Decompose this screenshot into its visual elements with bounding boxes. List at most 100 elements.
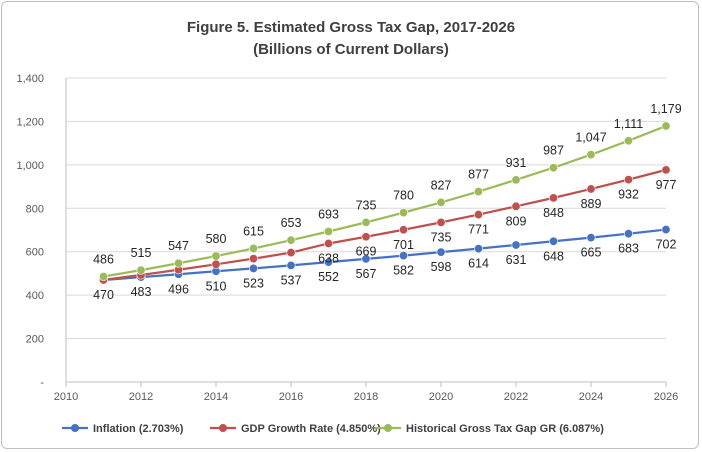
data-label: 683 <box>618 242 639 256</box>
data-label: 614 <box>468 257 489 271</box>
data-point <box>586 233 596 243</box>
data-point <box>211 259 221 269</box>
data-label: 631 <box>506 253 527 267</box>
axes: - 200 400 600 800 1,000 1,200 1,400 2010 2012 2014… <box>16 73 678 403</box>
data-point <box>473 210 483 220</box>
data-label: 552 <box>318 270 339 284</box>
y-tick-label: 800 <box>26 203 44 215</box>
data-label: 931 <box>506 156 527 170</box>
legend-label: GDP Growth Rate (4.850%) <box>241 423 381 435</box>
data-point <box>548 236 558 246</box>
legend-label: Inflation (2.703%) <box>93 423 184 435</box>
data-label: 987 <box>543 144 564 158</box>
series-line-2 <box>103 168 667 282</box>
data-point <box>661 225 671 235</box>
data-point <box>286 248 296 258</box>
data-label: 977 <box>656 178 677 192</box>
data-point <box>211 251 221 261</box>
y-tick-label: 1,200 <box>16 116 44 128</box>
data-label: 580 <box>206 232 227 246</box>
data-point <box>586 150 596 160</box>
data-label: 470 <box>93 288 114 302</box>
data-label: 648 <box>543 249 564 263</box>
data-point <box>361 254 371 264</box>
x-tick-label: 2020 <box>429 391 453 403</box>
data-point <box>661 165 671 175</box>
x-tick-label: 2022 <box>504 391 528 403</box>
x-tick-label: 2010 <box>54 391 78 403</box>
y-tick-label: 600 <box>26 247 44 259</box>
data-point <box>249 254 259 264</box>
data-point <box>511 201 521 211</box>
data-point <box>323 227 333 237</box>
data-point <box>436 247 446 257</box>
data-point <box>473 187 483 197</box>
data-label: 483 <box>131 285 152 299</box>
data-label: 567 <box>356 267 377 281</box>
x-tick-label: 2012 <box>129 391 153 403</box>
data-label: 702 <box>656 238 677 252</box>
data-label: 496 <box>168 282 189 296</box>
data-label: 653 <box>281 216 302 230</box>
data-label: 582 <box>393 264 414 278</box>
data-label: 701 <box>393 238 414 252</box>
series-line-1 <box>103 228 667 282</box>
data-label: 889 <box>581 197 602 211</box>
data-point <box>361 217 371 227</box>
data-label: 780 <box>393 189 414 203</box>
data-point <box>398 225 408 235</box>
data-point <box>623 229 633 239</box>
data-point <box>623 136 633 146</box>
data-point <box>398 251 408 261</box>
gridlines <box>66 77 666 340</box>
data-label: 515 <box>131 246 152 260</box>
y-tick-label: 200 <box>26 334 44 346</box>
data-point <box>286 235 296 245</box>
y-tick-label: 1,400 <box>16 73 44 85</box>
data-point <box>436 197 446 207</box>
data-point <box>249 243 259 253</box>
data-label: 537 <box>281 273 302 287</box>
data-label: 486 <box>93 252 114 266</box>
legend-label: Historical Gross Tax Gap GR (6.087%) <box>406 423 604 435</box>
legend-swatch-marker <box>384 424 392 432</box>
data-point <box>323 257 333 267</box>
data-label: 665 <box>581 246 602 260</box>
data-label: 809 <box>506 214 527 228</box>
series-line-3 <box>103 124 667 278</box>
x-tick-label: 2016 <box>279 391 303 403</box>
data-label: 1,111 <box>614 117 643 131</box>
y-tick-label: 400 <box>26 290 44 302</box>
x-tick-label: 2014 <box>204 391 228 403</box>
data-label: 1,047 <box>575 131 606 145</box>
y-tick-label: 1,000 <box>16 160 44 172</box>
data-labels: 470 483 496 510 523 537 552 567 582 598 614 631 648 6… <box>93 102 682 302</box>
data-label: 827 <box>431 178 452 192</box>
data-point <box>548 193 558 203</box>
data-point <box>473 244 483 254</box>
x-tick-label: 2024 <box>579 391 603 403</box>
data-point <box>286 260 296 270</box>
x-tick-label: 2018 <box>354 391 378 403</box>
data-point <box>511 175 521 185</box>
data-point <box>661 121 671 131</box>
data-point <box>511 240 521 250</box>
data-label: 638 <box>318 251 339 265</box>
data-point <box>136 265 146 275</box>
data-point <box>586 184 596 194</box>
legend-swatch-marker <box>219 424 227 432</box>
data-label: 693 <box>318 208 339 222</box>
data-label: 735 <box>431 230 452 244</box>
data-label: 771 <box>468 223 489 237</box>
data-label: 1,179 <box>650 102 681 116</box>
data-label: 735 <box>356 198 377 212</box>
legend-swatch-marker <box>71 424 79 432</box>
data-point <box>361 232 371 242</box>
y-tick-label: - <box>40 377 44 389</box>
data-point <box>623 175 633 185</box>
data-point <box>436 217 446 227</box>
data-point <box>99 271 109 281</box>
data-label: 877 <box>468 168 489 182</box>
data-point <box>398 208 408 218</box>
